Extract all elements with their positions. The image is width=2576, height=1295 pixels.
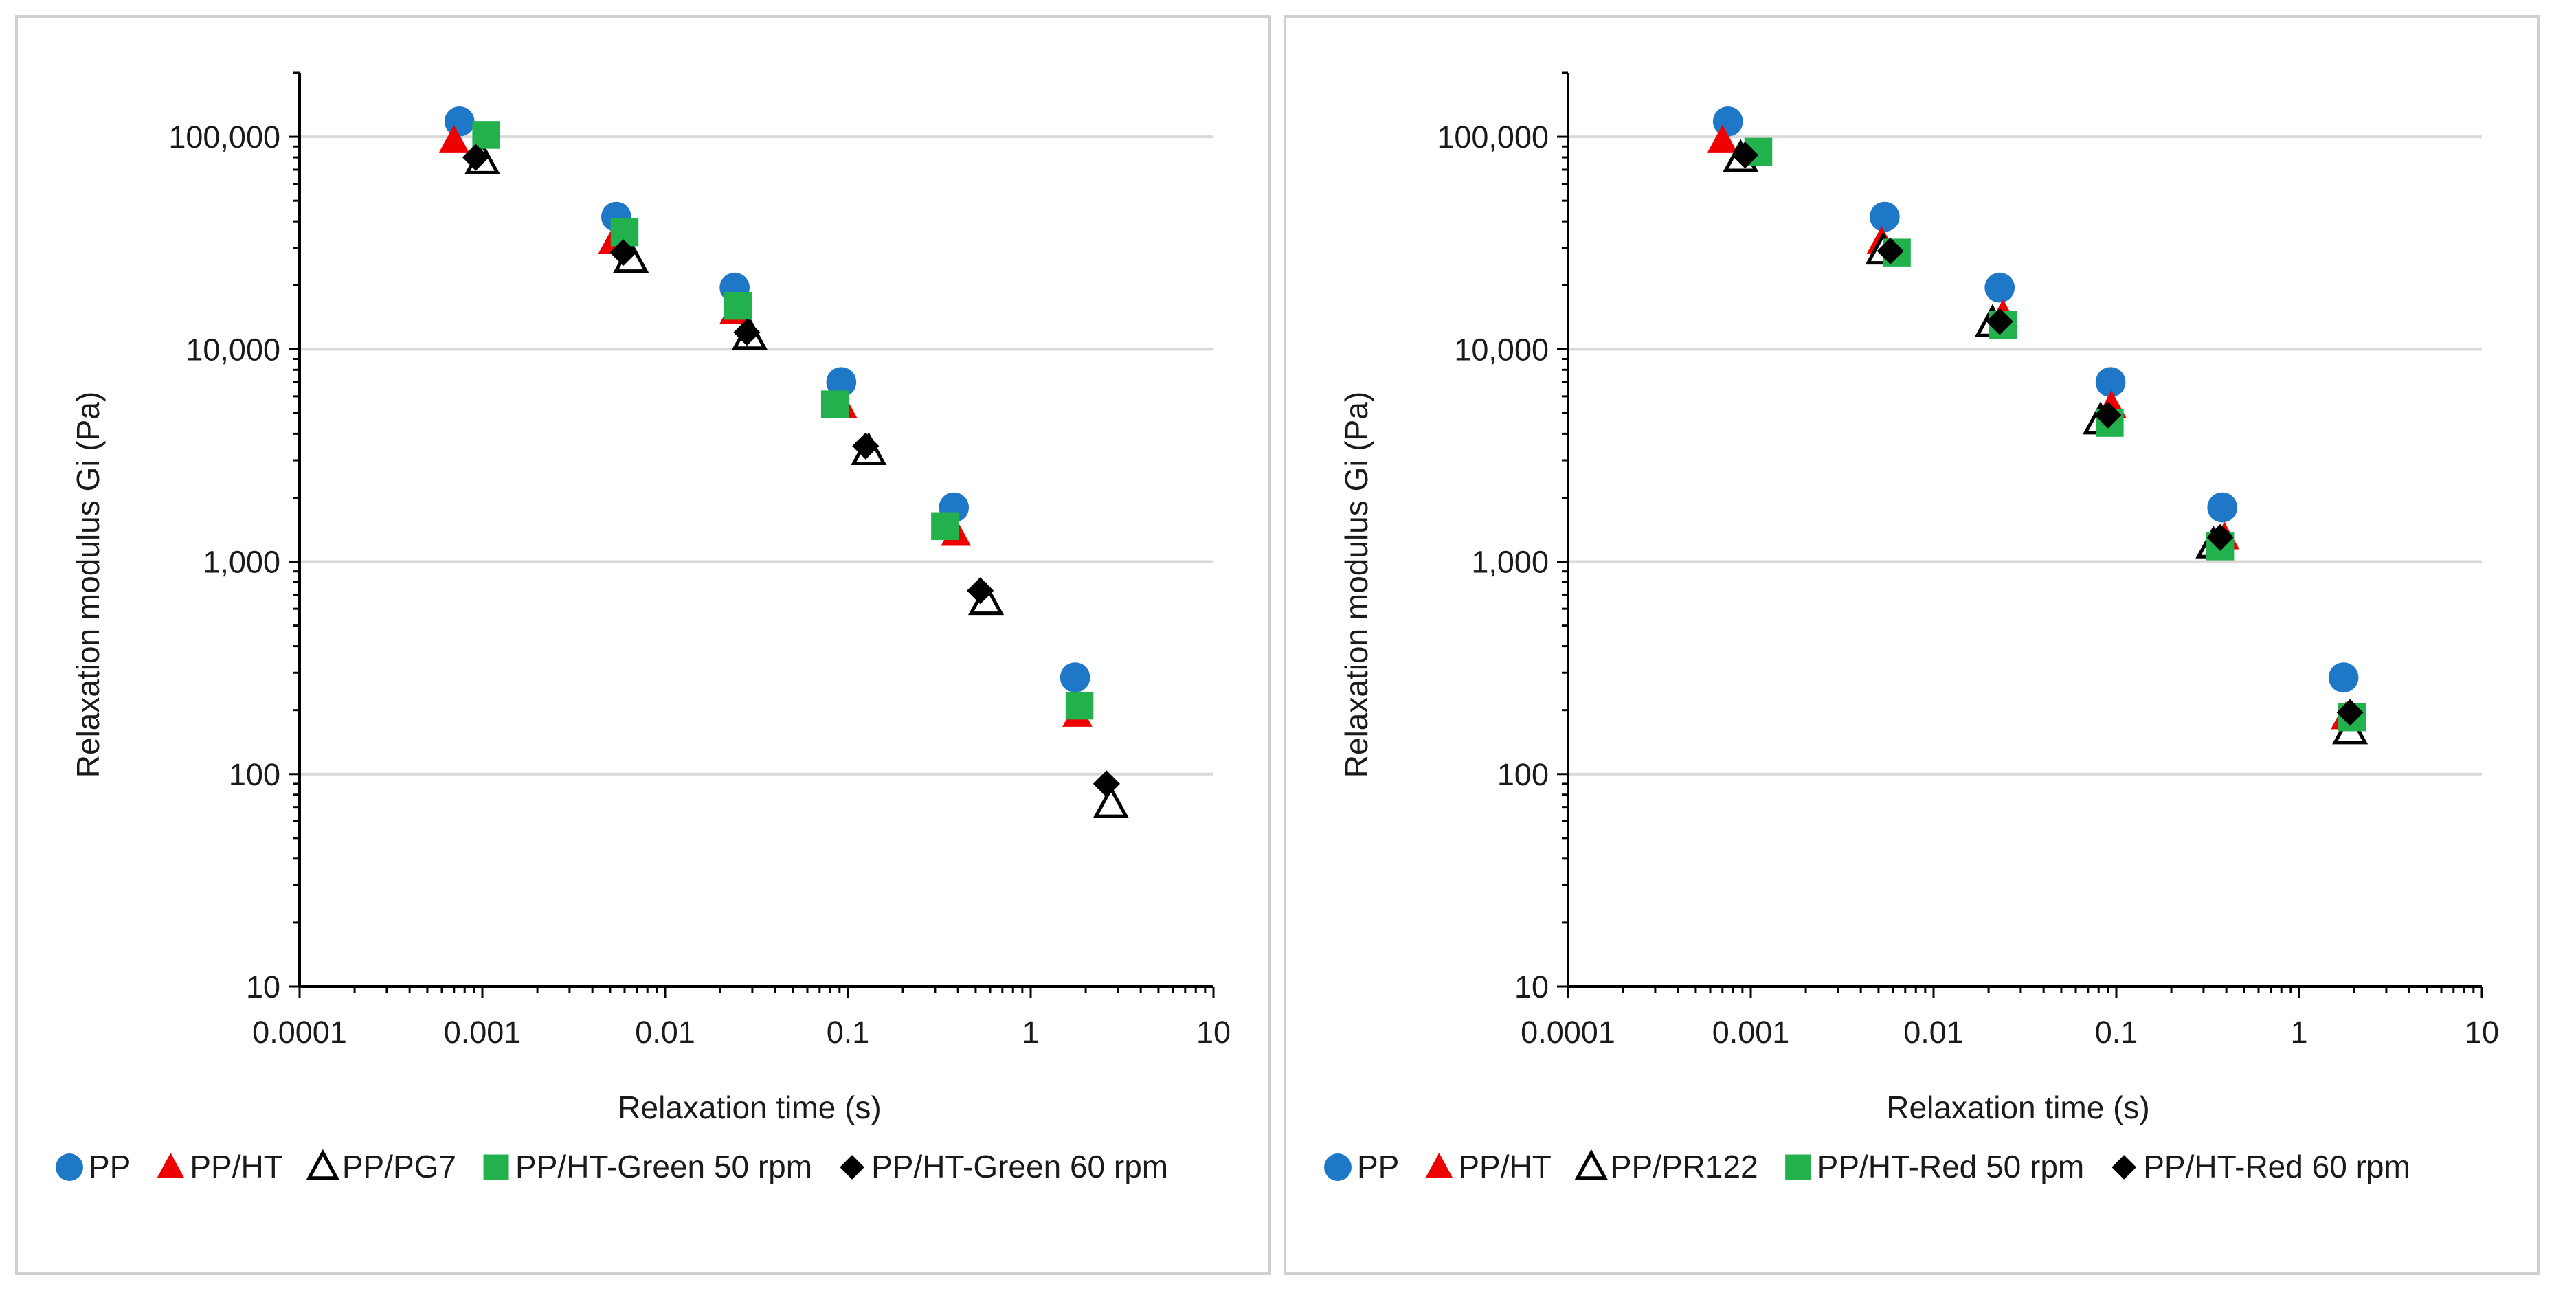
legend-marker-pp-ht-green-60-rpm <box>840 1155 864 1180</box>
legend-label-pp-ht-green-50-rpm: PP/HT-Green 50 rpm <box>515 1149 812 1184</box>
x-tick-label: 0.01 <box>1903 1015 1964 1050</box>
y-tick-label: 10 <box>1514 969 1549 1004</box>
data-point-pp <box>826 367 857 398</box>
y-tick-label: 10 <box>246 969 280 1004</box>
data-point-pp-ht-green-60-rpm <box>733 319 761 346</box>
data-point-pp <box>1984 272 2015 303</box>
y-tick-label: 100,000 <box>168 120 280 155</box>
legend-label-pp-pg7: PP/PG7 <box>342 1149 456 1184</box>
legend-label-pp-pr122: PP/PR122 <box>1611 1149 1758 1184</box>
right-scatter-chart: 10 100 1,000 10,000 100,000 0.0001 0.001 0.01 0.… <box>1324 71 2499 1184</box>
legend-marker-pp-ht <box>157 1153 185 1178</box>
y-tick-label: 100 <box>1497 757 1549 792</box>
x-tick-label: 0.001 <box>1712 1015 1790 1050</box>
legend-label-pp-ht-green-60-rpm: PP/HT-Green 60 rpm <box>871 1149 1168 1184</box>
legend-label-pp-ht: PP/HT <box>1458 1149 1551 1184</box>
legend-marker-pp-pg7 <box>306 1149 339 1180</box>
data-point-pp-ht-red-60-rpm <box>1732 142 1759 169</box>
data-point-pp-ht-red-60-rpm <box>2206 523 2234 551</box>
data-point-pp-ht-green-50-rpm <box>820 390 849 418</box>
right-chart-panel: 10 100 1,000 10,000 100,000 0.0001 0.001 0.01 0.… <box>1284 15 2540 1275</box>
x-tick-label: 0.001 <box>444 1015 522 1050</box>
data-point-pp-ht-green-50-rpm <box>724 291 752 320</box>
data-point-pp-ht-green-50-rpm <box>931 512 959 541</box>
data-point-pp-ht-green-60-rpm <box>852 432 880 460</box>
data-point-pp-ht-green-60-rpm <box>609 239 637 267</box>
legend-marker-pp-pr122 <box>1574 1149 1608 1180</box>
x-tick-label: 1 <box>2290 1015 2307 1050</box>
legend-marker-pp-ht <box>1425 1153 1453 1178</box>
x-tick-label: 10 <box>1196 1015 1231 1050</box>
data-point-pp <box>444 106 475 137</box>
x-axis-title: Relaxation time (s) <box>1886 1090 2149 1125</box>
y-axis-title: Relaxation modulus Gi (Pa) <box>70 392 106 778</box>
data-point-pp-ht <box>438 124 469 153</box>
x-tick-label: 10 <box>2465 1015 2499 1050</box>
y-tick-label: 10,000 <box>1454 332 1549 367</box>
data-point-pp-ht-green-60-rpm <box>967 577 994 605</box>
data-point-pp-ht-red-60-rpm <box>1877 237 1904 264</box>
y-tick-label: 100 <box>229 757 280 792</box>
data-point-pp <box>1712 106 1743 137</box>
y-tick-label: 1,000 <box>203 545 280 580</box>
data-point-pp-ht-green-60-rpm <box>462 144 489 171</box>
data-point-pp-ht-red-60-rpm <box>1986 308 2013 335</box>
legend: PP PP/HT PP/PG7 PP/HT-Green 50 rpm PP/HT-Gre… <box>56 1149 1168 1184</box>
left-chart-panel: 10 100 1,000 10,000 100,000 0.0001 0.001 0.01 0.… <box>15 15 1271 1275</box>
x-tick-label: 0.01 <box>635 1015 695 1050</box>
y-axis-title: Relaxation modulus Gi (Pa) <box>1339 392 1374 778</box>
data-point-pp-ht-green-50-rpm <box>472 121 500 149</box>
legend-marker-pp-ht-red-60-rpm <box>2112 1155 2137 1180</box>
x-tick-label: 0.0001 <box>1521 1015 1615 1050</box>
y-tick-label: 10,000 <box>186 332 280 367</box>
y-tick-label: 100,000 <box>1437 120 1549 155</box>
legend-marker-pp <box>56 1153 83 1181</box>
data-point-pp-ht-red-60-rpm <box>2336 699 2364 726</box>
data-point-pp <box>2328 662 2359 692</box>
legend-label-pp-ht-red-50-rpm: PP/HT-Red 50 rpm <box>1817 1149 2085 1184</box>
legend-label-pp-ht-red-60-rpm: PP/HT-Red 60 rpm <box>2143 1149 2410 1184</box>
data-point-pp-ht-red-60-rpm <box>2094 401 2122 429</box>
x-tick-label: 1 <box>1022 1015 1039 1050</box>
data-point-pp-ht-green-50-rpm <box>1065 691 1094 720</box>
data-point-pp <box>2207 492 2238 523</box>
data-point-pp <box>2095 367 2126 398</box>
x-tick-label: 0.0001 <box>252 1015 347 1050</box>
legend-marker-pp <box>1324 1153 1352 1181</box>
legend-marker-pp-ht-green-50-rpm <box>483 1154 509 1180</box>
legend-marker-pp-ht-red-50-rpm <box>1785 1154 1811 1180</box>
x-tick-label: 0.1 <box>2095 1015 2138 1050</box>
y-tick-label: 1,000 <box>1471 545 1549 580</box>
x-tick-label: 0.1 <box>827 1015 870 1050</box>
legend: PP PP/HT PP/PR122 PP/HT-Red 50 rpm PP/HT-Red… <box>1324 1149 2410 1184</box>
data-point-pp-ht-green-60-rpm <box>1093 770 1120 798</box>
left-scatter-chart: 10 100 1,000 10,000 100,000 0.0001 0.001 0.01 0.… <box>56 71 1231 1184</box>
x-axis-title: Relaxation time (s) <box>618 1090 881 1125</box>
data-point-pp-pg7 <box>1093 785 1129 818</box>
data-point-pp-ht <box>1707 124 1738 153</box>
data-point-pp <box>1869 201 1900 232</box>
legend-label-pp: PP <box>1357 1149 1399 1184</box>
legend-label-pp: PP <box>89 1149 131 1184</box>
data-point-pp <box>1060 662 1090 692</box>
legend-label-pp-ht: PP/HT <box>190 1149 282 1184</box>
